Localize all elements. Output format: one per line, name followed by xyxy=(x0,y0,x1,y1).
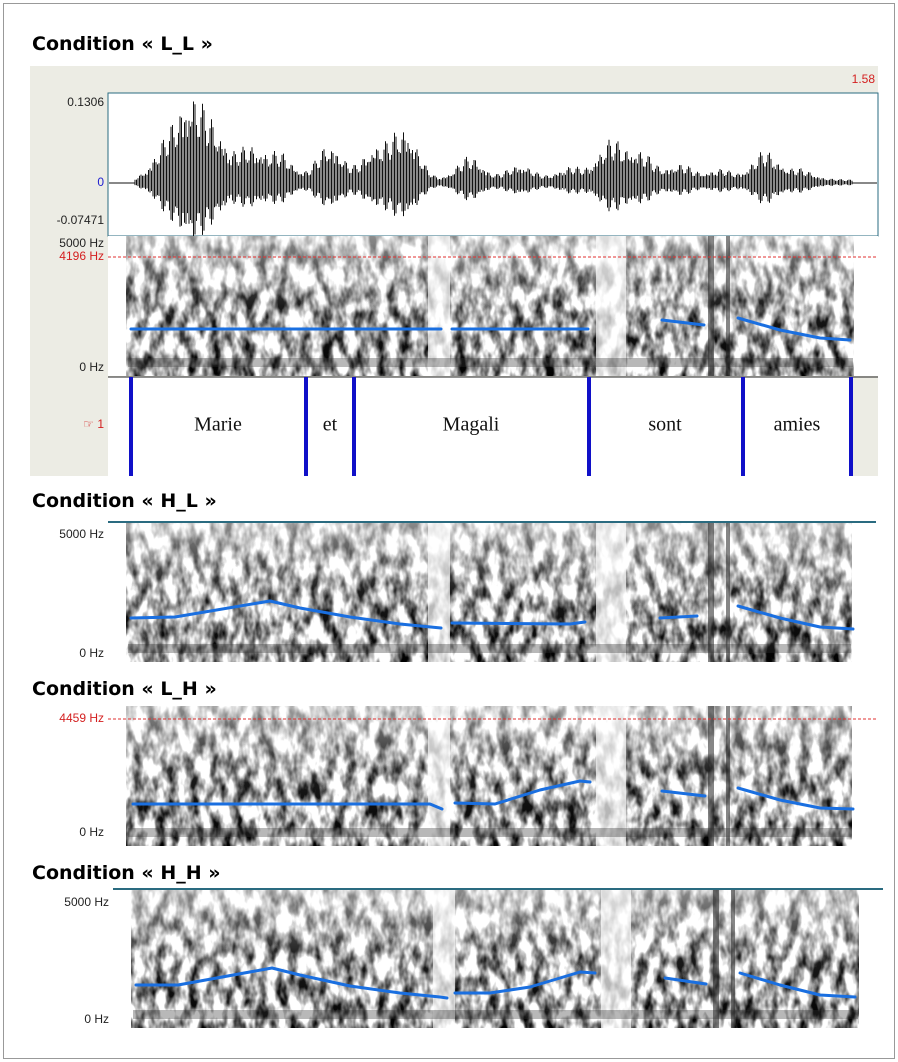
pitch-segment xyxy=(134,966,449,1000)
amplitude-max: 0.1306 xyxy=(67,95,104,109)
silence-band xyxy=(596,522,626,662)
formant-band xyxy=(128,358,853,367)
burst-band xyxy=(731,889,735,1028)
pitch-segment xyxy=(131,802,444,811)
frequency-top: 5000 Hz xyxy=(59,236,104,250)
formant-band xyxy=(128,644,851,653)
spectrogram-fade xyxy=(113,889,883,1028)
word: et xyxy=(323,414,338,436)
formant-band xyxy=(133,1010,858,1019)
pitch-segment xyxy=(660,318,706,327)
pitch-contour xyxy=(134,966,857,1000)
pitch-segment xyxy=(736,786,855,811)
spectrogram-fade xyxy=(108,236,878,376)
burst-band xyxy=(726,522,730,662)
pitch-segment xyxy=(453,970,597,995)
pitch-segment xyxy=(658,614,699,620)
frequency-top: 5000 Hz xyxy=(64,895,109,909)
amplitude-zero: 0 xyxy=(97,175,104,189)
pitch-segment xyxy=(663,976,708,986)
panel-title: Condition « L_L » xyxy=(32,33,213,55)
word: sont xyxy=(648,414,682,436)
pitch-segment xyxy=(129,599,443,630)
panel-title: Condition « H_L » xyxy=(32,490,217,512)
panel-title: Condition « L_H » xyxy=(32,678,217,700)
panel-title: Condition « H_H » xyxy=(32,862,221,884)
silence-band xyxy=(601,889,631,1028)
tier-number-value: 1 xyxy=(97,417,104,431)
silence-band xyxy=(433,889,455,1028)
text-tier xyxy=(108,377,852,476)
frequency-cursor-label: 4459 Hz xyxy=(59,711,104,725)
waveform xyxy=(109,101,877,237)
formant-band xyxy=(128,828,851,837)
spectrogram xyxy=(108,522,876,662)
burst-band xyxy=(713,889,719,1028)
word: Marie xyxy=(194,414,242,436)
silence-band xyxy=(428,706,450,846)
spectrogram-fade xyxy=(108,706,876,846)
pitch-segment xyxy=(736,604,855,631)
pitch-segment xyxy=(450,620,587,626)
pitch-contour xyxy=(129,316,852,342)
frequency-top: 5000 Hz xyxy=(59,527,104,541)
frequency-bottom: 0 Hz xyxy=(79,825,104,839)
silence-band xyxy=(596,706,626,846)
spectrogram xyxy=(108,706,876,846)
pitch-contour xyxy=(129,599,855,631)
pitch-segment xyxy=(736,316,852,342)
burst-band xyxy=(708,522,714,662)
spectrogram xyxy=(113,889,883,1028)
tier-number: ☞ 1 xyxy=(83,417,104,431)
time-end: 1.58 xyxy=(852,72,876,86)
waveform-area xyxy=(107,92,879,237)
burst-band xyxy=(726,706,730,846)
boundaries xyxy=(129,377,853,476)
word: Magali xyxy=(443,414,500,436)
burst-band xyxy=(726,236,730,376)
frequency-bottom: 0 Hz xyxy=(84,1012,109,1026)
frequency-bottom: 0 Hz xyxy=(79,360,104,374)
pitch-segment xyxy=(453,779,592,806)
amplitude-min: -0.07471 xyxy=(57,213,105,227)
spectrogram xyxy=(108,236,878,376)
frequency-bottom: 0 Hz xyxy=(79,646,104,660)
silence-band xyxy=(428,236,450,376)
silence-band xyxy=(428,522,450,662)
silence-band xyxy=(596,236,626,376)
spectrogram-fade xyxy=(108,522,876,662)
pitch-contour xyxy=(131,779,855,811)
pitch-segment xyxy=(660,789,707,798)
burst-band xyxy=(708,706,714,846)
burst-band xyxy=(708,236,714,376)
pitch-segment xyxy=(738,971,857,999)
word: amies xyxy=(774,414,821,436)
frequency-cursor-label: 4196 Hz xyxy=(59,249,104,263)
